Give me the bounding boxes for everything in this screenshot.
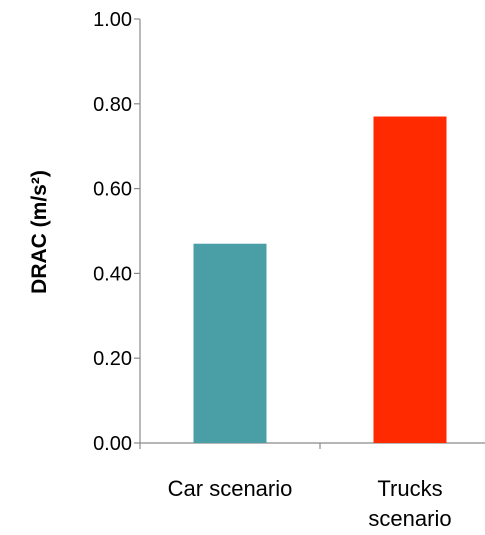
y-tick-label: 0.60 [93, 179, 132, 201]
y-axis: 0.00 0.20 0.40 0.60 0.80 1.00 [93, 9, 141, 455]
x-category-label: scenario [368, 506, 451, 531]
x-category-label: Trucks [377, 476, 442, 501]
y-tick-label: 1.00 [93, 9, 132, 31]
y-tick-label: 0.20 [93, 348, 132, 370]
y-tick-label: 0.00 [93, 433, 132, 455]
y-tick-label: 0.40 [93, 263, 132, 285]
bar-1 [193, 243, 267, 443]
y-axis-title: DRAC (m/s²) [28, 170, 51, 294]
category-labels: Car scenario Trucks scenario [168, 476, 452, 531]
y-tick-label: 0.80 [93, 94, 132, 116]
x-category-label: Car scenario [168, 476, 293, 501]
x-axis [139, 442, 485, 449]
bar-2 [373, 116, 447, 444]
bars [193, 116, 447, 444]
